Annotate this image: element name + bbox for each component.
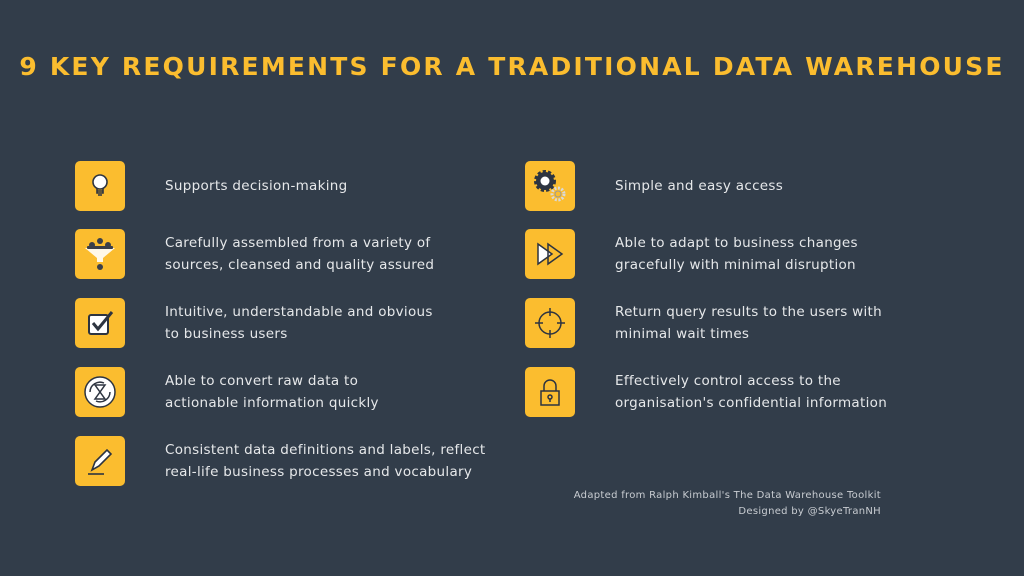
requirement-item: Intuitive, understandable and obvious to… xyxy=(75,298,433,348)
fast-forward-icon xyxy=(525,229,575,279)
funnel-icon xyxy=(75,229,125,279)
requirement-item: Able to convert raw data to actionable i… xyxy=(75,367,379,417)
pen-icon xyxy=(75,436,125,486)
crosshair-icon xyxy=(525,298,575,348)
lock-icon xyxy=(525,367,575,417)
requirement-item: Consistent data definitions and labels, … xyxy=(75,436,486,486)
requirement-item: Return query results to the users with m… xyxy=(525,298,882,348)
requirement-item: Able to adapt to business changes gracef… xyxy=(525,229,858,279)
source-credit: Adapted from Ralph Kimball's The Data Wa… xyxy=(573,490,881,501)
page-title: 9 KEY REQUIREMENTS FOR A TRADITIONAL DAT… xyxy=(19,52,1005,81)
lightbulb-icon xyxy=(75,161,125,211)
checkbox-icon xyxy=(75,298,125,348)
gears-icon xyxy=(525,161,575,211)
designer-credit: Designed by @SkyeTranNH xyxy=(738,506,881,517)
requirement-item: Effectively control access to the organi… xyxy=(525,367,887,417)
requirement-item: Simple and easy access xyxy=(525,161,783,211)
requirement-item: Supports decision-making xyxy=(75,161,348,211)
requirement-item: Carefully assembled from a variety of so… xyxy=(75,229,434,279)
hourglass-cycle-icon xyxy=(75,367,125,417)
